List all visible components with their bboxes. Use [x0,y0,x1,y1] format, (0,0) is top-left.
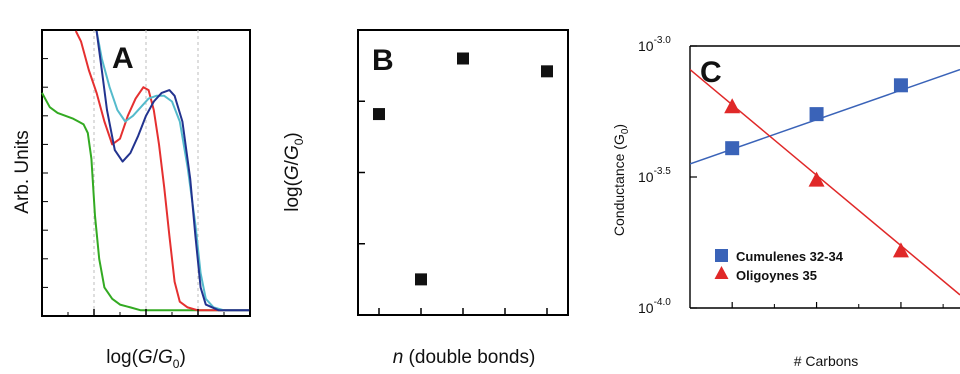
panel-b-x-axis-label: n (double bonds) [393,347,536,368]
panel-c-triangle-point [808,171,825,187]
panel-a-label: A [112,42,134,75]
panel-b-points [373,52,553,286]
panel-c-y-tick-label: 10-3.0 [638,35,671,54]
panel-c-triangle-point [892,242,909,258]
panel-c-y-tick-base: 10 [638,38,654,54]
panel-b-y-axis-label: log(G/G0) [282,132,306,212]
panel-c-label: C [700,56,722,89]
panel-b-data-point [457,52,469,65]
panel-c-legend: Cumulenes 32-34 Oligoynes 35 [714,249,844,283]
panel-c: 10-3.010-3.510-4.0 C Conductance (G0) # … [611,35,960,369]
panel-b-data-point [415,273,427,286]
panel-a-series-line [74,30,250,312]
panel-a: A Arb. Units log(G/G0) [12,29,251,371]
panel-a-series [41,30,250,312]
panel-c-y-axis-label: Conductance (G0) [611,124,631,236]
panel-c-triangle-point [724,98,741,114]
panel-c-y-tick-base: 10 [638,300,654,316]
panel-b-data-point [373,108,385,121]
panel-a-x-axis-label: log(G/G0) [106,347,186,371]
panel-c-y-tick-label: 10-4.0 [638,297,671,316]
panel-a-series-line [41,92,250,312]
panel-c-points [724,78,909,258]
panel-c-x-axis-label: # Carbons [794,353,859,369]
panel-b-data-point [541,65,553,78]
panel-c-y-tick-label: 10-3.5 [638,166,671,185]
panel-b: B log(G/G0) n (double bonds) [282,29,569,368]
panel-a-grid [93,30,199,316]
panel-a-ticks [41,58,251,316]
panel-b-ticks [358,29,548,316]
panel-c-y-tick-base: 10 [638,169,654,185]
panel-b-label: B [372,44,394,77]
panel-c-square-point [809,107,824,122]
panel-c-square-point [893,78,908,93]
panel-c-y-tick-exponent: -3.5 [654,166,672,177]
panel-c-y-tick-exponent: -3.0 [654,35,672,46]
panel-c-y-tick-exponent: -4.0 [654,297,672,308]
legend-label-cumulenes: Cumulenes 32-34 [736,249,844,264]
legend-label-oligoynes: Oligoynes 35 [736,268,817,283]
panel-c-ticks: 10-3.010-3.510-4.0 [638,35,944,316]
panel-c-square-point [725,141,740,156]
panel-a-y-axis-label: Arb. Units [12,130,33,213]
legend-marker-oligoynes [714,266,729,279]
panel-a-series-line [95,30,250,312]
panel-a-series-line [95,30,250,312]
legend-marker-cumulenes [715,249,728,262]
